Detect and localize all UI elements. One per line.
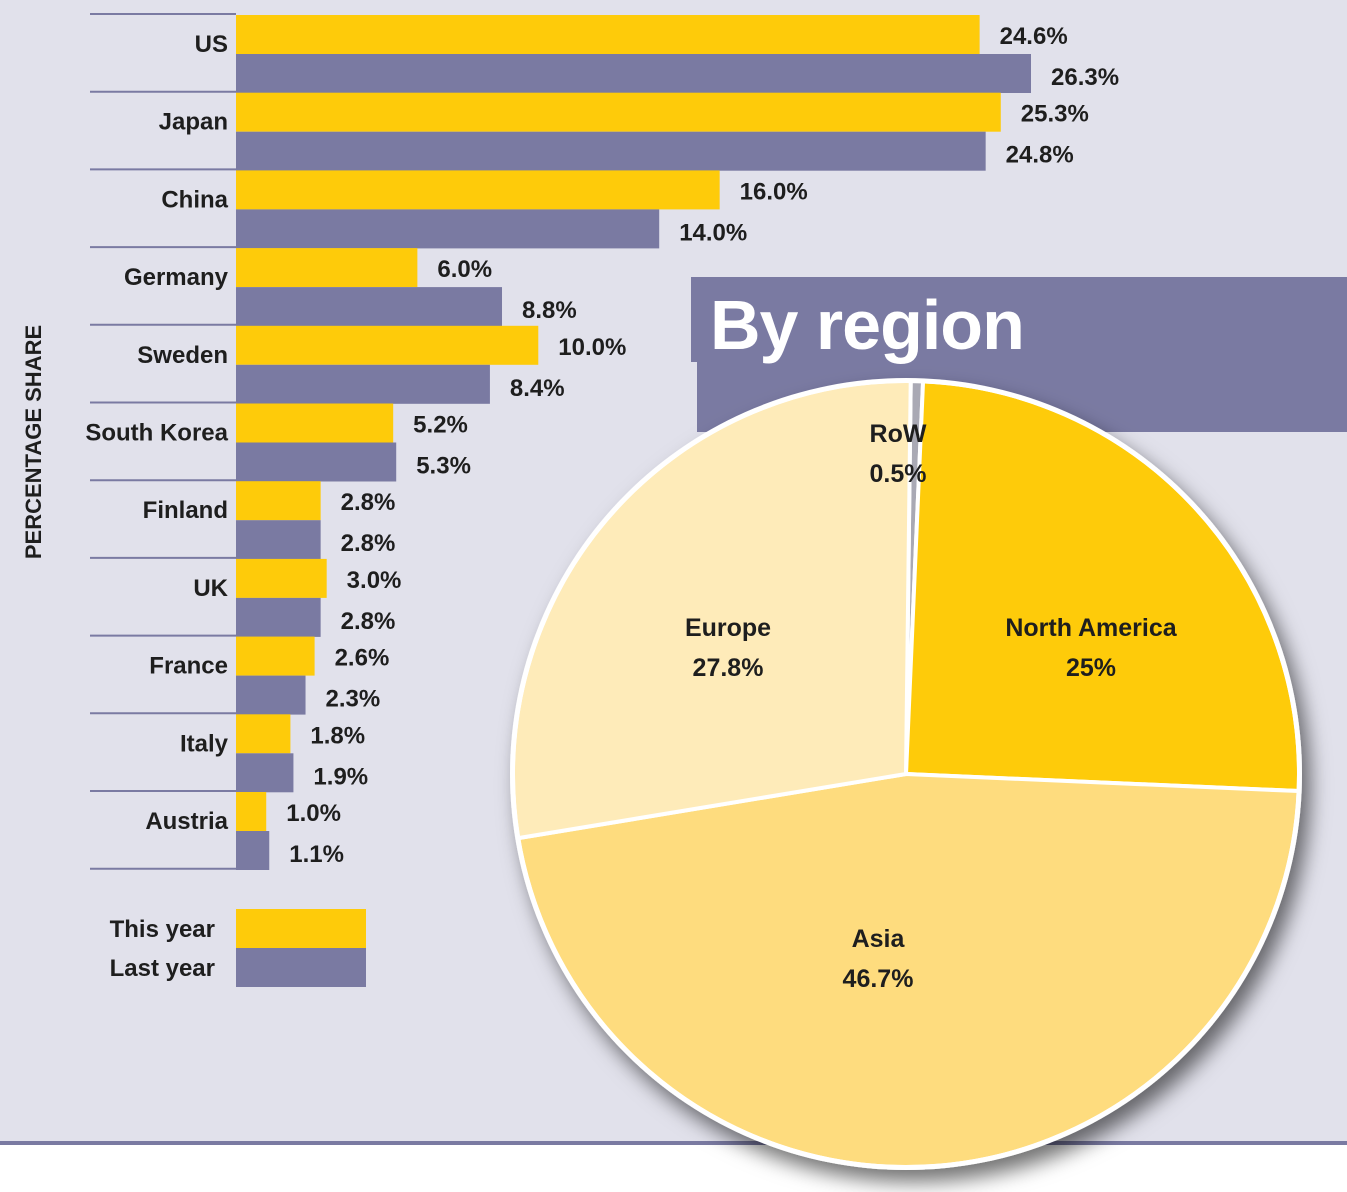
- bar-value-label-us-last-year: 26.3%: [1051, 64, 1119, 91]
- legend-label-this-year: This year: [110, 916, 215, 943]
- category-label-italy: Italy: [180, 730, 229, 757]
- bar-us-this-year: [236, 15, 980, 54]
- bar-japan-this-year: [236, 92, 1001, 132]
- bar-value-label-uk-this-year: 3.0%: [347, 567, 402, 594]
- bar-value-label-italy-this-year: 1.8%: [310, 722, 365, 749]
- bar-austria-this-year: [236, 792, 267, 831]
- pie-slice-north-america: [904, 379, 1301, 794]
- bar-value-label-china-this-year: 16.0%: [740, 178, 808, 205]
- legend-swatch-last-year: [236, 948, 366, 987]
- bar-value-label-japan-this-year: 25.3%: [1021, 101, 1089, 128]
- bar-us-last-year: [236, 54, 1031, 93]
- category-label-germany: Germany: [124, 264, 229, 291]
- bar-finland-this-year: [236, 481, 321, 521]
- bar-italy-last-year: [236, 753, 294, 793]
- slice-value-label-asia: 46.7%: [843, 965, 914, 993]
- region-banner-notch: [691, 362, 697, 432]
- bar-value-label-italy-last-year: 1.9%: [313, 763, 368, 790]
- slice-name-label-europe: Europe: [685, 614, 771, 642]
- bar-value-label-germany-this-year: 6.0%: [437, 256, 492, 283]
- bottom-rule: [0, 1141, 1347, 1145]
- bar-uk-this-year: [236, 558, 327, 598]
- legend-label-last-year: Last year: [110, 955, 215, 982]
- slice-name-label-row: RoW: [870, 420, 927, 448]
- slice-value-label-europe: 27.8%: [693, 654, 764, 682]
- bar-japan-last-year: [236, 131, 986, 171]
- category-label-france: France: [149, 653, 228, 680]
- bar-germany-this-year: [236, 248, 418, 288]
- category-label-finland: Finland: [143, 497, 228, 524]
- bar-austria-last-year: [236, 831, 270, 870]
- slice-name-label-north-america: North America: [1005, 614, 1177, 642]
- bar-china-last-year: [236, 209, 660, 249]
- category-label-us: US: [195, 31, 228, 58]
- bar-value-label-sweden-last-year: 8.4%: [510, 375, 565, 402]
- bar-france-last-year: [236, 675, 306, 715]
- bar-value-label-germany-last-year: 8.8%: [522, 297, 577, 324]
- bar-south-korea-last-year: [236, 442, 397, 482]
- slice-name-label-asia: Asia: [852, 925, 906, 953]
- bar-value-label-france-last-year: 2.3%: [326, 686, 381, 713]
- bar-value-label-south-korea-this-year: 5.2%: [413, 412, 468, 439]
- bar-france-this-year: [236, 636, 315, 676]
- category-label-south-korea: South Korea: [85, 420, 228, 447]
- pie-title: By region: [710, 286, 1025, 364]
- bar-value-label-austria-this-year: 1.0%: [286, 800, 341, 827]
- bar-value-label-us-this-year: 24.6%: [1000, 23, 1068, 50]
- bar-value-label-sweden-this-year: 10.0%: [558, 334, 626, 361]
- bar-sweden-this-year: [236, 325, 539, 365]
- pie-outline: [511, 379, 1301, 1169]
- bar-value-label-uk-last-year: 2.8%: [341, 608, 396, 635]
- bar-value-label-south-korea-last-year: 5.3%: [416, 453, 471, 480]
- category-label-japan: Japan: [159, 109, 228, 136]
- bar-china-this-year: [236, 170, 720, 210]
- category-label-uk: UK: [193, 575, 228, 602]
- bar-value-label-finland-last-year: 2.8%: [341, 530, 396, 557]
- bar-value-label-france-this-year: 2.6%: [335, 645, 390, 672]
- category-label-sweden: Sweden: [137, 342, 228, 369]
- bar-value-label-austria-last-year: 1.1%: [289, 841, 344, 868]
- bar-sweden-last-year: [236, 364, 490, 404]
- slice-value-label-row: 0.5%: [870, 460, 927, 488]
- bar-value-label-china-last-year: 14.0%: [679, 219, 747, 246]
- bar-uk-last-year: [236, 597, 321, 637]
- bar-value-label-finland-this-year: 2.8%: [341, 489, 396, 516]
- bar-finland-last-year: [236, 520, 321, 560]
- category-label-china: China: [161, 186, 228, 213]
- bar-value-label-japan-last-year: 24.8%: [1006, 142, 1074, 169]
- bar-germany-last-year: [236, 287, 503, 327]
- bar-south-korea-this-year: [236, 403, 394, 443]
- legend-swatch-this-year: [236, 909, 366, 948]
- category-label-austria: Austria: [145, 808, 228, 835]
- bar-italy-this-year: [236, 714, 291, 754]
- slice-value-label-north-america: 25%: [1066, 654, 1116, 682]
- pie-slice-europe: [511, 379, 913, 841]
